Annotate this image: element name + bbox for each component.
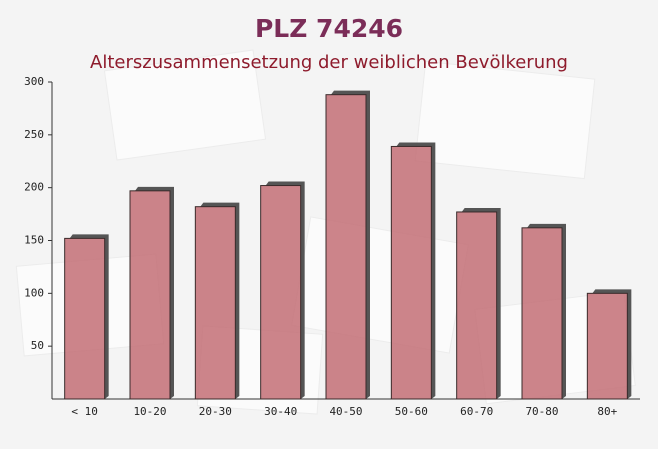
y-tick-label: 250 bbox=[24, 128, 44, 141]
x-tick-label: 10-20 bbox=[133, 405, 166, 418]
bar bbox=[194, 206, 236, 400]
x-tick-label: 70-80 bbox=[525, 405, 558, 418]
bar bbox=[129, 190, 171, 400]
x-tick-label: 80+ bbox=[597, 405, 617, 418]
bar bbox=[325, 94, 367, 400]
x-tick-label: 50-60 bbox=[395, 405, 428, 418]
x-tick-label: 30-40 bbox=[264, 405, 297, 418]
y-tick-label: 50 bbox=[31, 339, 44, 352]
x-tick-label: 60-70 bbox=[460, 405, 493, 418]
y-tick-label: 200 bbox=[24, 181, 44, 194]
bar bbox=[390, 145, 432, 400]
x-tick-label: 20-30 bbox=[199, 405, 232, 418]
bar bbox=[456, 211, 498, 400]
chart-subtitle: Alterszusammensetzung der weiblichen Bev… bbox=[90, 52, 568, 73]
chart-title: PLZ 74246 bbox=[255, 14, 403, 43]
bar bbox=[64, 237, 106, 400]
y-tick-label: 300 bbox=[24, 75, 44, 88]
y-tick-label: 100 bbox=[24, 286, 44, 299]
x-tick-label: 40-50 bbox=[329, 405, 362, 418]
x-tick-label: < 10 bbox=[71, 405, 98, 418]
bar bbox=[586, 292, 628, 400]
bar bbox=[521, 227, 563, 400]
y-tick-label: 150 bbox=[24, 234, 44, 247]
bar bbox=[260, 185, 302, 400]
